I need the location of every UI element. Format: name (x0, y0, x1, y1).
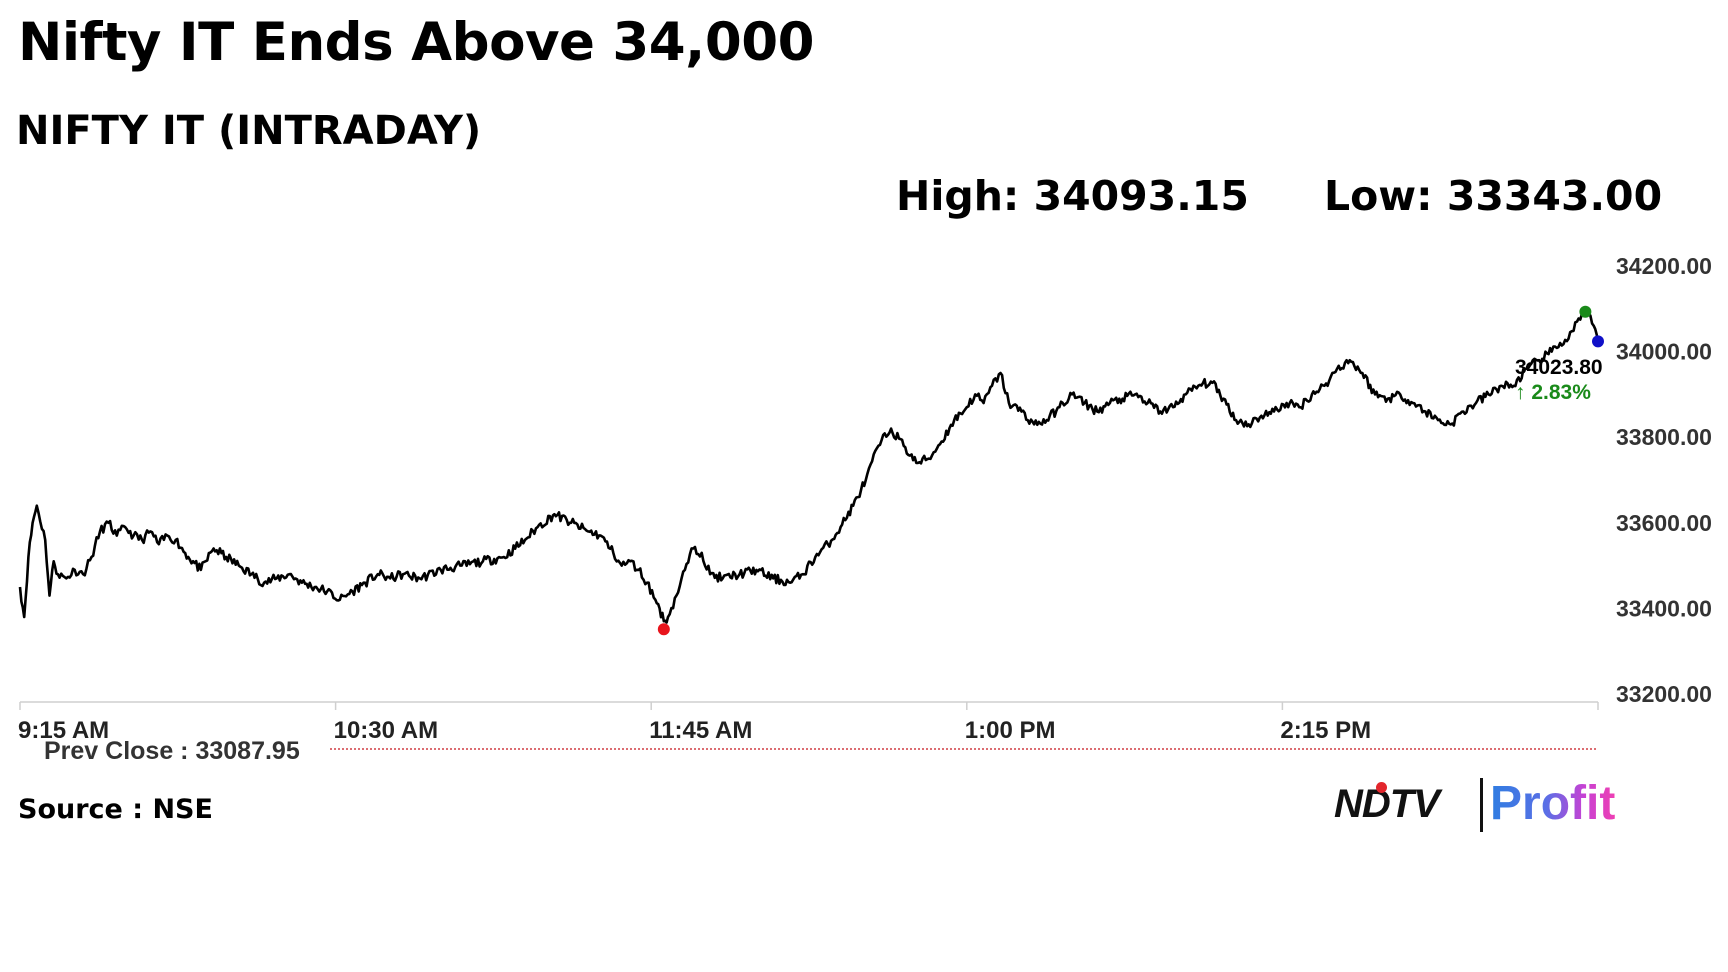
y-tick-label: 34200.00 (1616, 253, 1712, 279)
y-tick-label: 33800.00 (1616, 424, 1712, 450)
y-tick-label: 33400.00 (1616, 595, 1712, 621)
series-line (18, 308, 1600, 624)
chart-subtitle: NIFTY IT (INTRADAY) (16, 108, 482, 154)
headline: Nifty IT Ends Above 34,000 (18, 12, 814, 73)
logo-divider (1480, 778, 1483, 832)
intraday-line-chart: 34200.00 34000.00 33800.00 33600.00 33400.00… (18, 253, 1712, 765)
y-tick-label: 33200.00 (1616, 681, 1712, 707)
x-axis: 9:15 AM 10:30 AM 11:45 AM 1:00 PM 2:15 PM (18, 701, 1599, 744)
source-note: Source : NSE (18, 794, 213, 825)
x-tick-label: 2:15 PM (1280, 717, 1371, 744)
last-value-label: 34023.80 (1515, 356, 1603, 379)
logo-profit-text: Profit (1490, 777, 1616, 830)
low-marker (657, 623, 670, 636)
x-tick-label: 1:00 PM (965, 717, 1056, 744)
y-axis: 34200.00 34000.00 33800.00 33600.00 33400.00… (1616, 253, 1712, 707)
x-tick-label: 10:30 AM (334, 717, 438, 744)
y-tick-label: 33600.00 (1616, 510, 1712, 536)
day-high-stat: High: 34093.15 (896, 172, 1249, 220)
high-marker (1579, 305, 1592, 318)
logo-dot-icon (1376, 782, 1387, 793)
y-tick-label: 34000.00 (1616, 339, 1712, 365)
prev-close-label: Prev Close : 33087.95 (44, 737, 300, 765)
x-tick-label: 9:15 AM (18, 717, 109, 744)
day-low-stat: Low: 33343.00 (1324, 172, 1663, 220)
change-percent-label: ↑ 2.83% (1515, 381, 1591, 404)
x-tick-label: 11:45 AM (649, 717, 752, 744)
logo-ndtv-text: NDTV (1334, 782, 1440, 826)
last-value-marker (1592, 335, 1604, 348)
